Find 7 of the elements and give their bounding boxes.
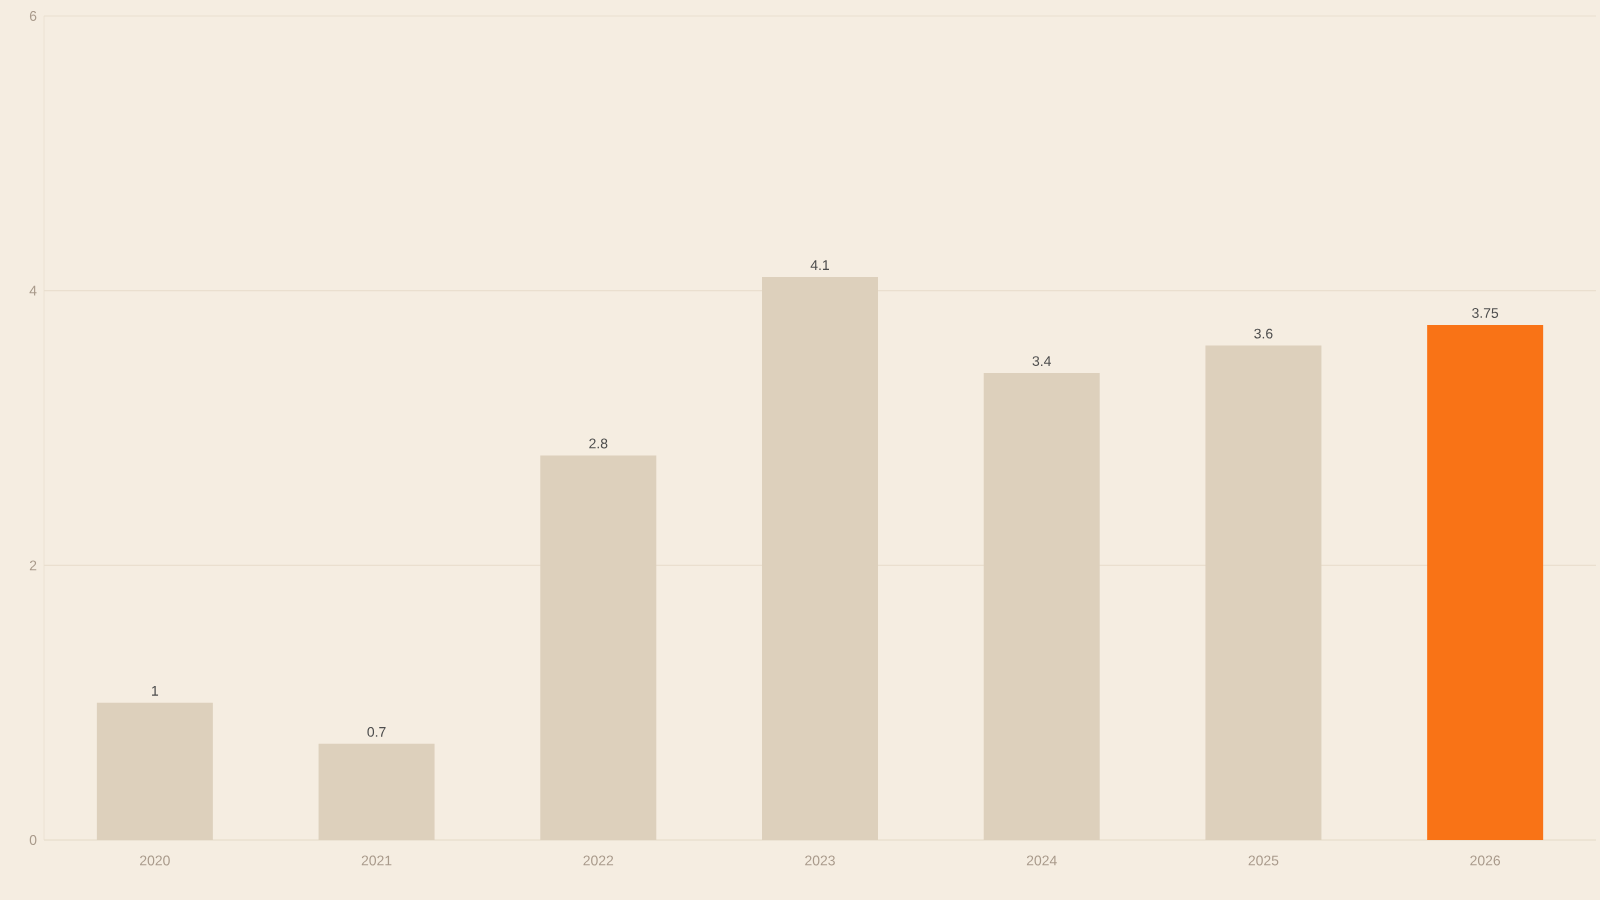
bar	[1427, 324, 1544, 840]
bar	[540, 455, 657, 840]
bar	[762, 276, 878, 840]
bar	[983, 373, 1100, 840]
bar	[1205, 345, 1322, 840]
bar	[96, 702, 213, 840]
bar	[318, 743, 435, 840]
